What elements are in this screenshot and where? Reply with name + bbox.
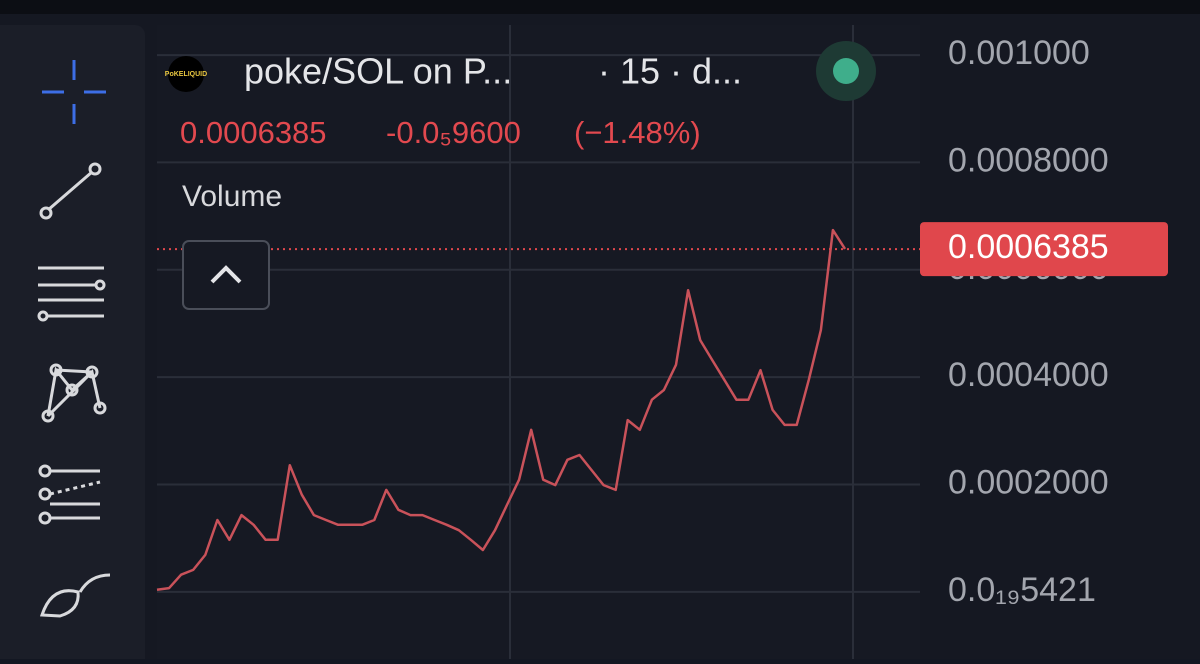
change: -0.0₅9600 bbox=[386, 115, 521, 150]
fib-tool[interactable] bbox=[37, 266, 106, 322]
y-tick-label: 0.0008000 bbox=[948, 141, 1109, 179]
forecast-tool[interactable] bbox=[38, 464, 101, 525]
logo-text: PoKELIQUID bbox=[165, 71, 207, 78]
y-tick-label: 0.0₁₉5421 bbox=[948, 571, 1096, 609]
trendline-tool[interactable] bbox=[39, 162, 102, 220]
plot bbox=[156, 54, 920, 593]
top-bar bbox=[0, 0, 1200, 14]
pattern-tool[interactable] bbox=[41, 363, 107, 423]
status-dot bbox=[833, 58, 859, 84]
chevron bbox=[210, 265, 242, 284]
symbol: poke/SOL on P... bbox=[244, 51, 512, 92]
change-pct: (−1.48%) bbox=[574, 115, 701, 150]
indicator: Volume bbox=[182, 180, 282, 213]
crosshair-tool[interactable] bbox=[42, 60, 106, 124]
toolbar bbox=[0, 25, 145, 664]
collapse-button[interactable] bbox=[182, 240, 270, 310]
price: 0.0006385 bbox=[180, 115, 327, 150]
y-tick-label: 0.0002000 bbox=[948, 464, 1109, 502]
price-badge-label: 0.0006385 bbox=[948, 228, 1109, 266]
y-tick-label: 0.0004000 bbox=[948, 356, 1109, 394]
y-tick-label: 0.001000 bbox=[948, 34, 1090, 72]
logo bbox=[168, 56, 204, 92]
price-badge bbox=[920, 222, 1168, 277]
chart-area bbox=[157, 25, 920, 659]
price-line bbox=[156, 228, 847, 591]
interval: · 15 · d... bbox=[598, 51, 742, 92]
brush-tool[interactable] bbox=[39, 573, 111, 618]
